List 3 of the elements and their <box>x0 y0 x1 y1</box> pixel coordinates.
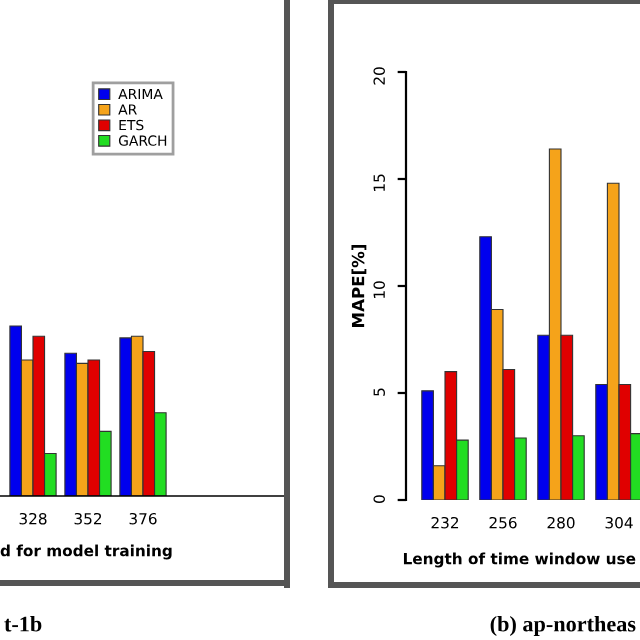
text: t-1b <box>4 615 42 632</box>
y-axis-title: MAPE[%] <box>351 244 367 327</box>
text: (b) ap-northeas <box>490 615 636 637</box>
